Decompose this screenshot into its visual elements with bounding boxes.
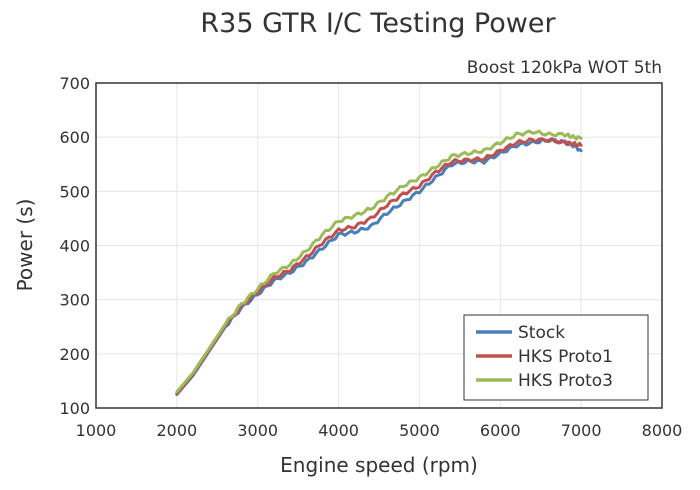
x-tick-label: 3000 bbox=[237, 421, 278, 440]
series-line-hks-proto3 bbox=[175, 129, 583, 394]
y-tick-label: 400 bbox=[59, 237, 90, 256]
x-tick-label: 1000 bbox=[76, 421, 117, 440]
series-lines bbox=[175, 129, 583, 396]
chart-title: R35 GTR I/C Testing Power bbox=[200, 8, 556, 39]
legend-label-stock: Stock bbox=[518, 323, 565, 343]
x-tick-label: 2000 bbox=[156, 421, 197, 440]
y-tick-label: 700 bbox=[59, 74, 90, 93]
legend: Stock HKS Proto1 HKS Proto3 bbox=[463, 314, 649, 401]
x-tick-label: 5000 bbox=[399, 421, 440, 440]
y-tick-label: 200 bbox=[59, 345, 90, 364]
plot-area bbox=[95, 82, 663, 409]
x-tick-label: 7000 bbox=[561, 421, 602, 440]
axis-ticks: 1000 2000 3000 4000 5000 6000 7000 8000 100 200 30… bbox=[59, 74, 682, 440]
legend-label-hks-proto3: HKS Proto3 bbox=[518, 371, 613, 391]
x-axis-label: Engine speed (rpm) bbox=[280, 453, 478, 477]
legend-label-hks-proto1: HKS Proto1 bbox=[518, 347, 613, 367]
y-tick-label: 100 bbox=[59, 399, 90, 418]
x-tick-label: 4000 bbox=[318, 421, 359, 440]
y-tick-label: 500 bbox=[59, 182, 90, 201]
x-tick-label: 8000 bbox=[642, 421, 683, 440]
x-tick-label: 6000 bbox=[480, 421, 521, 440]
y-tick-label: 600 bbox=[59, 128, 90, 147]
series-line-hks-proto1 bbox=[175, 137, 583, 395]
y-axis-label: Power (s) bbox=[13, 199, 37, 292]
chart-subtitle: Boost 120kPa WOT 5th bbox=[467, 58, 662, 78]
y-tick-label: 300 bbox=[59, 291, 90, 310]
